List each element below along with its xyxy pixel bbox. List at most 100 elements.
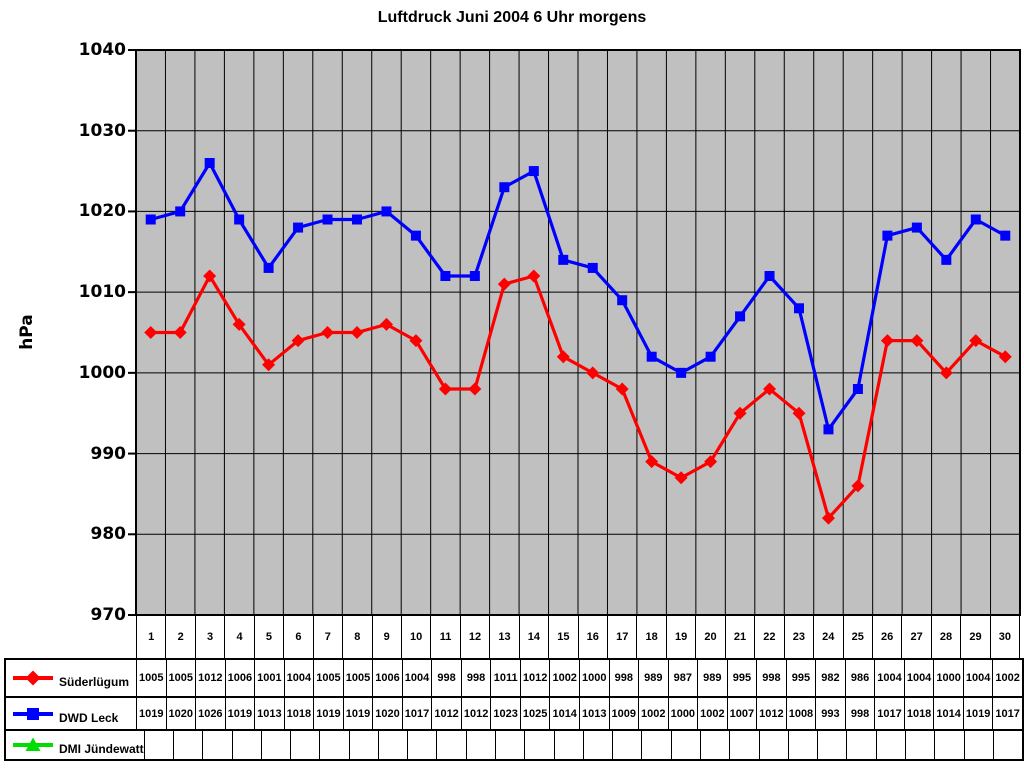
table-row: Süderlügum 1005 1005 1012 1006 1001 1004 1005 10… [6,660,1022,696]
x-category-cell: 26 [871,615,901,658]
x-category-cell: 24 [813,615,842,658]
x-category-cell: 28 [930,615,960,658]
table-value-cell: 998 [756,660,786,696]
table-value-cell [260,731,290,759]
table-value-cell [319,731,348,759]
table-value-cell [992,731,1022,759]
table-value-cell: 1002 [549,660,579,696]
table-value-cell: 1019 [342,698,373,729]
legend-series-name: DMI Jündewatt [59,742,144,756]
table-value-cell: 1000 [933,660,963,696]
table-value-cell: 1017 [874,698,904,729]
table-value-cell: 1000 [667,698,698,729]
y-tick-label: 1010 [78,282,126,303]
table-value-cell: 982 [815,660,845,696]
table-value-cell: 986 [844,660,875,696]
table-value-cell: 989 [697,660,727,696]
x-category-cell: 23 [783,615,813,658]
table-value-cell [700,731,729,759]
table-value-cell: 1012 [519,660,550,696]
table-value-cell: 1006 [224,660,255,696]
x-category-cell: 17 [607,615,636,658]
table-value-cell [407,731,436,759]
table-value-cell: 1013 [254,698,284,729]
table-value-cell: 1012 [431,698,461,729]
table-value-cell: 1020 [372,698,402,729]
table-value-cell: 1017 [401,698,432,729]
table-value-cell: 1002 [992,660,1022,696]
table-value-cell: 1005 [136,660,166,696]
table-value-cell: 1019 [313,698,343,729]
table-value-cell: 1005 [342,660,373,696]
table-value-cell: 1019 [136,698,166,729]
table-value-cell: 998 [431,660,461,696]
table-row: DWD Leck 1019 1020 1026 1019 1013 1018 1019 1019… [6,696,1022,729]
table-value-cell: 1013 [578,698,609,729]
table-value-cell: 1007 [726,698,757,729]
x-category-cell: 4 [224,615,253,658]
table-value-cell: 1012 [195,660,225,696]
legend-item: DWD Leck [6,698,136,729]
y-tick-label: 1030 [78,120,126,141]
legend-key-diamond-icon [13,670,53,686]
x-category-cell: 16 [577,615,607,658]
legend-item: Süderlügum [6,660,136,696]
table-value-cell: 1011 [490,660,520,696]
x-category-cell: 10 [400,615,430,658]
table-value-cell [582,731,612,759]
table-value-cell [846,731,875,759]
table-value-cell [934,731,963,759]
table-value-cell [495,731,524,759]
y-tick-label: 990 [90,443,127,464]
table-value-cell: 1006 [372,660,402,696]
table-value-cell [143,731,173,759]
table-value-cell: 1012 [460,698,491,729]
table-value-cell [465,731,495,759]
table-value-cell: 1002 [697,698,727,729]
table-value-cell: 1004 [283,660,314,696]
y-tick-label: 1020 [78,201,126,222]
table-value-cell [290,731,319,759]
x-category-cell: 6 [283,615,312,658]
table-value-cell [875,731,905,759]
table-value-cell: 1004 [903,660,934,696]
table-value-cell: 987 [667,660,698,696]
table-value-cell [348,731,378,759]
table-value-cell: 989 [638,660,668,696]
table-value-cell [729,731,758,759]
x-axis-category-row: 1 2 3 4 5 6 7 8 9 10 11 12 13 14 15 16 17 18 19 20 21 22 23 24 2… [136,615,1021,658]
y-tick-label: 1040 [78,40,126,60]
x-category-cell: 3 [194,615,224,658]
table-value-cell: 995 [726,660,757,696]
table-value-cell [817,731,846,759]
table-value-cell: 1004 [962,660,993,696]
table-value-cell [963,731,993,759]
y-tick-label: 970 [90,605,127,625]
y-tick-label: 980 [90,524,127,545]
table-value-cell [202,731,231,759]
x-category-cell: 25 [842,615,872,658]
table-value-cell: 998 [608,660,639,696]
x-category-cell: 1 [136,615,165,658]
x-category-cell: 27 [901,615,930,658]
x-category-cell: 20 [695,615,724,658]
x-category-cell: 13 [489,615,518,658]
x-category-cell: 14 [518,615,548,658]
x-category-cell: 9 [371,615,401,658]
table-value-cell [758,731,788,759]
table-value-cell: 1026 [195,698,225,729]
legend-item: DMI Jündewatt [6,731,144,759]
table-value-cell: 1014 [933,698,963,729]
table-value-cell [231,731,261,759]
chart-title: Luftdruck Juni 2004 6 Uhr morgens [377,9,647,26]
x-category-cell: 30 [989,615,1021,658]
table-value-cell: 1020 [165,698,196,729]
data-table: Süderlügum 1005 1005 1012 1006 1001 1004 1005 10… [4,658,1024,761]
table-value-cell [904,731,934,759]
table-value-cell: 1023 [490,698,520,729]
table-value-cell: 1019 [224,698,255,729]
table-value-cell [787,731,817,759]
table-value-cell: 1012 [756,698,786,729]
table-row: DMI Jündewatt [6,729,1022,759]
